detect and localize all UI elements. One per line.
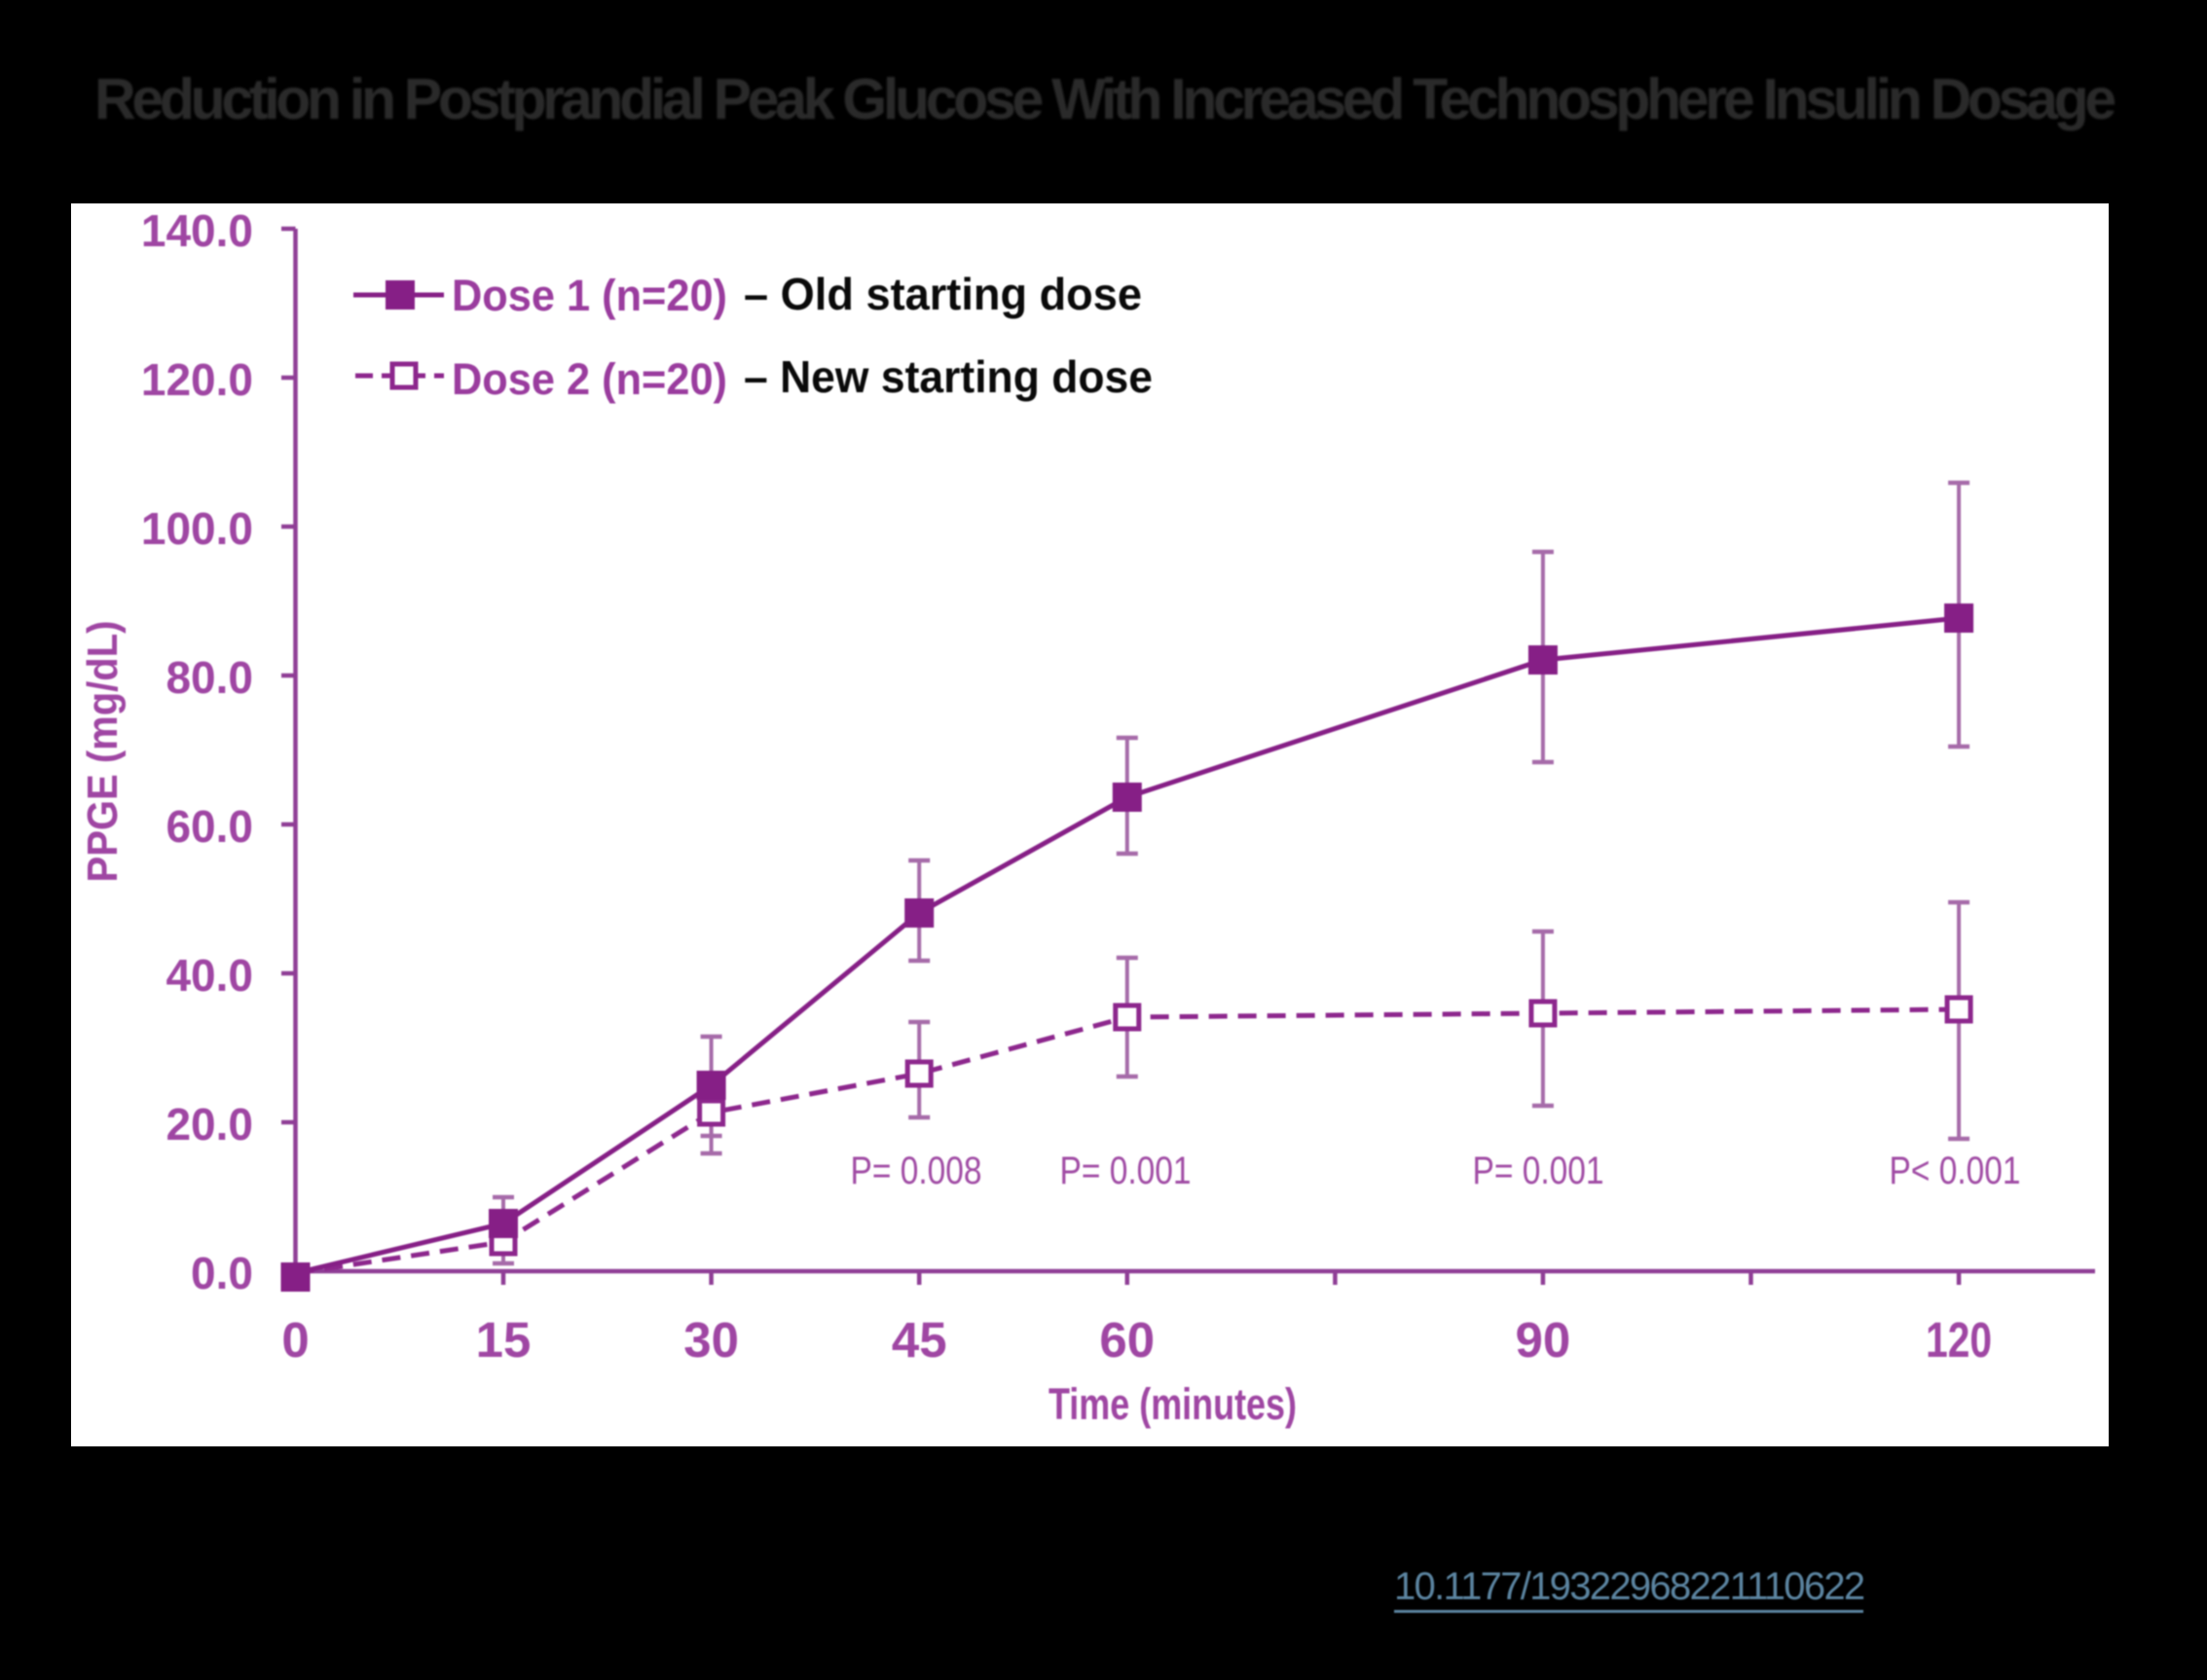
svg-text:Dose 1 (n=20): Dose 1 (n=20) — [452, 271, 727, 320]
svg-text:45: 45 — [892, 1312, 947, 1368]
svg-text:P< 0.001: P< 0.001 — [1890, 1150, 2021, 1192]
svg-text:30: 30 — [683, 1312, 739, 1368]
svg-text:15: 15 — [476, 1312, 532, 1368]
svg-text:P= 0.001: P= 0.001 — [1473, 1150, 1604, 1192]
svg-text:PPGE (mg/dL): PPGE (mg/dL) — [79, 621, 127, 883]
svg-text:120.0: 120.0 — [141, 354, 253, 405]
svg-text:Dose 2 (n=20): Dose 2 (n=20) — [452, 354, 727, 404]
svg-text:100.0: 100.0 — [141, 503, 253, 554]
svg-text:90: 90 — [1516, 1312, 1571, 1368]
svg-text:– Old starting dose: – Old starting dose — [744, 269, 1142, 319]
svg-text:80.0: 80.0 — [166, 652, 253, 703]
svg-text:60: 60 — [1099, 1312, 1155, 1368]
svg-text:– New starting dose: – New starting dose — [744, 351, 1153, 402]
svg-text:140.0: 140.0 — [141, 205, 253, 256]
svg-text:P= 0.001: P= 0.001 — [1060, 1150, 1192, 1192]
svg-text:0: 0 — [281, 1312, 309, 1368]
svg-text:40.0: 40.0 — [166, 950, 253, 1001]
svg-text:20.0: 20.0 — [166, 1099, 253, 1150]
svg-text:120: 120 — [1926, 1312, 1992, 1368]
svg-text:P= 0.008: P= 0.008 — [851, 1150, 982, 1192]
svg-text:0.0: 0.0 — [191, 1248, 253, 1298]
svg-text:Time (minutes): Time (minutes) — [1048, 1379, 1297, 1429]
svg-text:60.0: 60.0 — [166, 801, 253, 852]
